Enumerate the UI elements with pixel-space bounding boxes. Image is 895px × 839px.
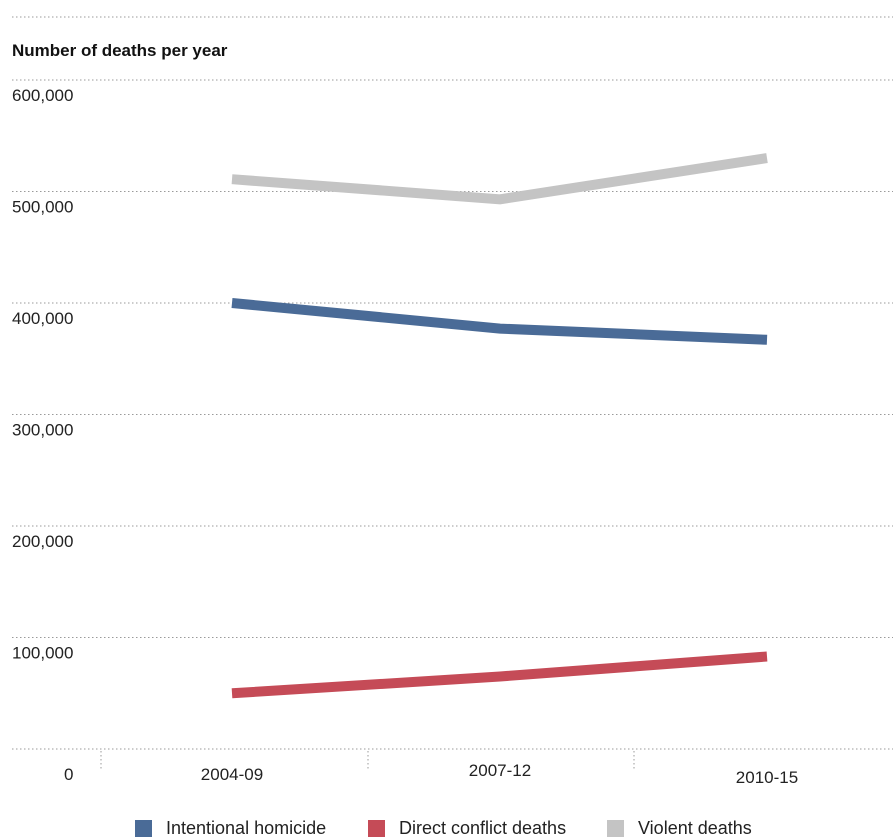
legend-label-intentional-homicide: Intentional homicide — [166, 818, 327, 838]
y-tick-label: 200,000 — [12, 532, 73, 551]
x-axis-tick-labels: 2004-09 2007-12 2010-15 — [201, 761, 798, 787]
y-tick-label: 500,000 — [12, 198, 73, 217]
x-tick-label: 2010-15 — [736, 768, 798, 787]
series-line-intentional-homicide — [231, 298, 768, 345]
y-tick-label: 300,000 — [12, 421, 73, 440]
legend-label-violent-deaths: Violent deaths — [638, 818, 752, 838]
line-chart: 0 100,000 200,000 300,000 400,000 500,000 600,… — [12, 16, 893, 787]
legend-swatch-violent-deaths — [607, 820, 624, 837]
series-line-violent-deaths — [231, 153, 768, 205]
y-axis-tick-labels: 0 100,000 200,000 300,000 400,000 500,000 600,… — [12, 86, 73, 784]
legend-item-intentional-homicide: Intentional homicide — [135, 818, 326, 839]
y-tick-label: 100,000 — [12, 644, 73, 663]
legend-label-direct-conflict-deaths: Direct conflict deaths — [399, 818, 567, 838]
legend-item-violent-deaths: Violent deaths — [607, 818, 752, 839]
legend: Intentional homicide Direct conflict dea… — [0, 818, 895, 839]
legend-item-direct-conflict-deaths: Direct conflict deaths — [368, 818, 566, 839]
y-axis-label: Number of deaths per year — [12, 41, 228, 60]
x-tick-label: 2007-12 — [469, 761, 531, 780]
y-tick-label: 0 — [64, 765, 73, 784]
legend-swatch-intentional-homicide — [135, 820, 152, 837]
series-line-direct-conflict-deaths — [231, 651, 768, 699]
x-tick-label: 2004-09 — [201, 765, 263, 784]
series-lines — [231, 153, 768, 699]
legend-swatch-direct-conflict-deaths — [368, 820, 385, 837]
y-tick-label: 400,000 — [12, 309, 73, 328]
y-tick-label: 600,000 — [12, 86, 73, 105]
